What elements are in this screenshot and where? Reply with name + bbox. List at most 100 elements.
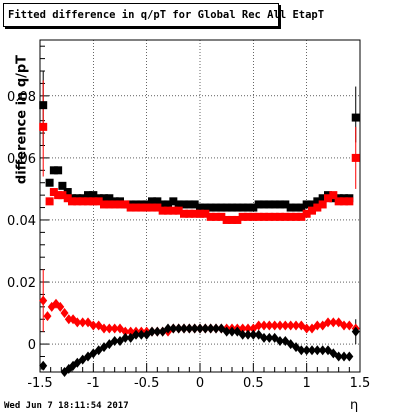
data-point	[270, 212, 279, 221]
data-point	[260, 320, 268, 331]
data-point	[276, 200, 284, 209]
data-point	[249, 212, 258, 221]
data-point	[49, 166, 58, 175]
data-point	[100, 323, 108, 334]
data-point	[265, 200, 274, 209]
data-point	[121, 200, 130, 209]
data-point	[100, 200, 108, 209]
data-point	[105, 323, 114, 334]
data-point	[78, 197, 87, 206]
data-point	[58, 181, 67, 190]
data-point	[142, 203, 151, 212]
data-point	[302, 323, 311, 334]
y-tick-label: 0	[28, 338, 36, 353]
data-point	[153, 203, 162, 212]
data-point	[222, 203, 231, 212]
data-point	[238, 329, 247, 340]
data-point	[153, 197, 162, 206]
data-point	[105, 194, 114, 203]
data-point	[281, 212, 290, 221]
data-point	[43, 311, 52, 322]
data-point	[297, 212, 306, 221]
data-point	[190, 323, 199, 334]
data-point	[180, 200, 188, 209]
data-point	[73, 317, 82, 328]
data-point	[64, 314, 73, 325]
data-point	[265, 320, 274, 331]
data-point	[174, 323, 183, 334]
data-point	[54, 191, 63, 200]
data-point	[212, 323, 220, 334]
data-point	[148, 326, 156, 337]
data-point	[345, 197, 354, 206]
data-point	[260, 212, 268, 221]
data-point	[297, 345, 306, 356]
data-point	[84, 197, 92, 206]
data-point	[164, 200, 172, 209]
data-point	[84, 191, 92, 200]
series-1	[39, 122, 360, 224]
data-point	[233, 215, 242, 224]
data-point	[212, 203, 220, 212]
data-point	[54, 166, 63, 175]
y-tick-label: 0.04	[7, 214, 36, 229]
data-point	[313, 197, 322, 206]
data-point	[49, 188, 58, 197]
data-point	[56, 301, 65, 312]
data-point	[190, 200, 199, 209]
data-point	[260, 332, 268, 343]
data-point	[254, 200, 263, 209]
data-point	[351, 113, 360, 122]
data-point	[110, 200, 119, 209]
data-point	[222, 326, 231, 337]
chart-title: Fitted difference in q/pT for Global Rec…	[8, 9, 325, 21]
data-point	[308, 200, 316, 209]
data-point	[94, 197, 103, 206]
data-point	[185, 209, 194, 218]
x-tick-label: 0	[196, 376, 204, 391]
data-point	[212, 212, 220, 221]
data-point	[174, 200, 183, 209]
data-point	[45, 197, 54, 206]
data-point	[158, 206, 167, 215]
x-tick-label: -0.5	[134, 376, 159, 391]
data-point	[270, 320, 279, 331]
data-point	[78, 317, 87, 328]
data-point	[206, 203, 215, 212]
data-point	[206, 212, 215, 221]
data-point	[249, 323, 258, 334]
data-point	[137, 203, 146, 212]
data-point	[201, 323, 210, 334]
data-point	[286, 203, 295, 212]
data-point	[233, 203, 242, 212]
data-point	[132, 329, 140, 340]
data-point	[89, 197, 98, 206]
data-point	[265, 212, 274, 221]
data-point	[286, 320, 295, 331]
data-point	[105, 200, 114, 209]
data-point	[217, 212, 226, 221]
data-point	[313, 345, 322, 356]
data-point	[217, 203, 226, 212]
data-point	[89, 320, 98, 331]
chart-title-box: Fitted difference in q/pT for Global Rec…	[3, 3, 324, 27]
data-point	[334, 351, 343, 362]
x-tick-label: -1.5	[27, 376, 52, 391]
data-point	[297, 203, 306, 212]
data-point	[148, 197, 156, 206]
data-point	[169, 197, 178, 206]
data-point	[110, 323, 119, 334]
x-axis-label: η	[350, 398, 359, 413]
data-point	[244, 212, 252, 221]
data-point	[158, 200, 167, 209]
data-point	[286, 212, 295, 221]
data-point	[249, 203, 258, 212]
y-tick-label: 0.06	[7, 152, 36, 167]
data-point	[324, 194, 332, 203]
data-point	[345, 351, 354, 362]
data-point	[180, 209, 188, 218]
data-point	[39, 360, 48, 371]
data-point	[174, 206, 183, 215]
data-point	[164, 323, 172, 334]
